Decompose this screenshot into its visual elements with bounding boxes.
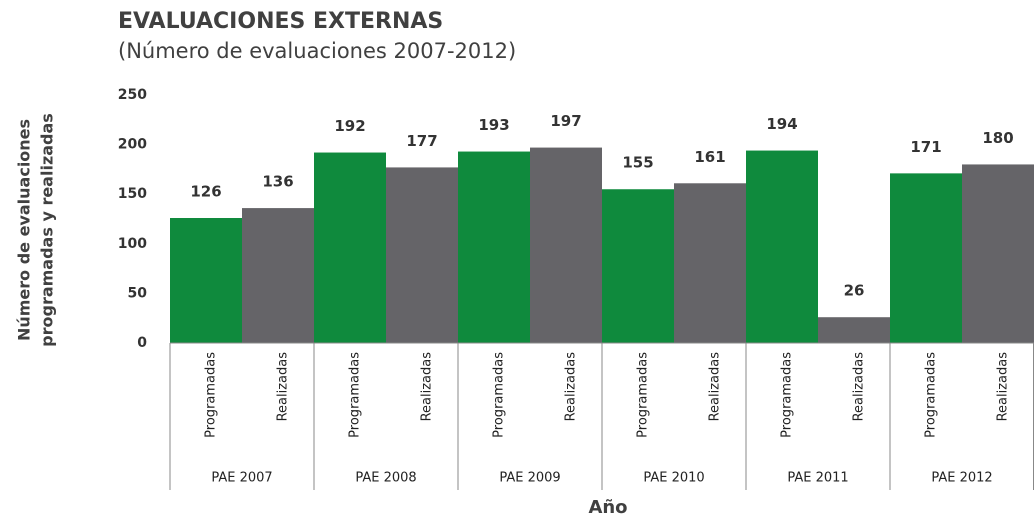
x-tick-label: PAE 2010 — [643, 471, 704, 486]
y-tick-label: 0 — [137, 335, 147, 351]
bar — [458, 151, 530, 343]
x-tick-label: PAE 2009 — [499, 471, 560, 486]
bar — [530, 147, 602, 343]
bar — [170, 218, 242, 343]
data-label: 177 — [406, 132, 437, 150]
bar — [962, 164, 1034, 343]
data-label: 180 — [982, 129, 1013, 147]
y-tick-label: 250 — [118, 87, 147, 103]
x-tick-label: PAE 2012 — [931, 471, 992, 486]
chart-title: EVALUACIONES EXTERNAS — [118, 9, 443, 34]
y-axis-title: Número de evaluaciones programadas y rea… — [15, 113, 57, 347]
x-axis-title: Año — [588, 497, 627, 517]
chart-subtitle: (Número de evaluaciones 2007-2012) — [118, 39, 516, 63]
data-label: 171 — [910, 138, 941, 156]
series-label: Realizadas — [420, 352, 435, 422]
series-label: Programadas — [924, 352, 939, 438]
y-axis-title-line: Número de evaluaciones — [15, 119, 34, 341]
data-label: 136 — [262, 173, 293, 191]
data-label: 197 — [550, 112, 581, 130]
y-tick-label: 50 — [128, 285, 148, 301]
y-axis-title-line: programadas y realizadas — [38, 113, 57, 347]
bar — [818, 317, 890, 343]
series-label: Programadas — [780, 352, 795, 438]
bar — [746, 150, 818, 343]
bar — [602, 189, 674, 343]
data-label: 192 — [334, 117, 365, 135]
y-tick-label: 200 — [118, 137, 147, 153]
bar — [314, 152, 386, 343]
data-label: 26 — [844, 282, 865, 300]
series-label: Realizadas — [564, 352, 579, 422]
y-tick-label: 100 — [118, 236, 147, 252]
series-label: Programadas — [348, 352, 363, 438]
data-label: 194 — [766, 115, 797, 133]
series-label: Programadas — [204, 352, 219, 438]
x-tick-label: PAE 2011 — [787, 471, 848, 486]
bar — [386, 167, 458, 343]
series-label: Programadas — [636, 352, 651, 438]
y-tick-label: 150 — [118, 186, 147, 202]
data-label: 161 — [694, 148, 725, 166]
x-tick-label: PAE 2007 — [211, 471, 272, 486]
data-label: 155 — [622, 154, 653, 172]
data-label: 126 — [190, 183, 221, 201]
series-label: Realizadas — [996, 352, 1011, 422]
bar — [674, 183, 746, 343]
series-label: Realizadas — [276, 352, 291, 422]
data-label: 193 — [478, 116, 509, 134]
series-label: Realizadas — [708, 352, 723, 422]
series-label: Realizadas — [852, 352, 867, 422]
series-label: Programadas — [492, 352, 507, 438]
x-tick-label: PAE 2008 — [355, 471, 416, 486]
bar — [242, 208, 314, 343]
bar — [890, 173, 962, 343]
